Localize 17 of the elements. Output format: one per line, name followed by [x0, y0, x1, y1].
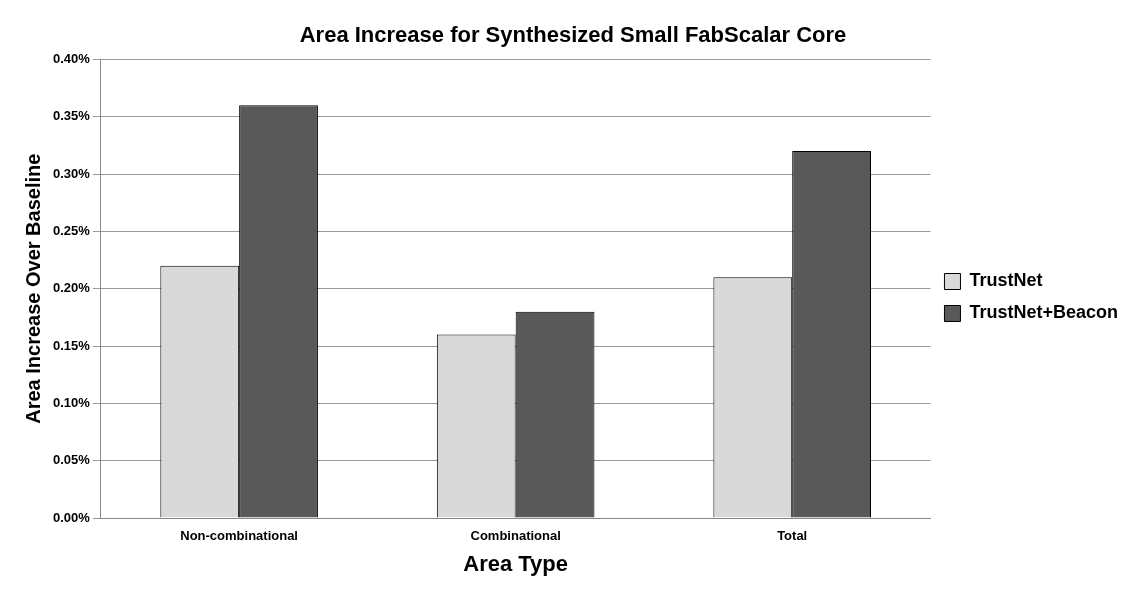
y-tick-label: 0.25% [52, 222, 91, 238]
x-axis-title: Area Type [463, 550, 569, 576]
x-tick-label: Non-combinational [180, 528, 298, 544]
y-axis-title: Area Increase Over Baseline [21, 153, 44, 424]
y-tick-label: 0.10% [52, 394, 91, 410]
legend-label: TrustNet+Beacon [969, 302, 1118, 323]
y-tick-label: 0.40% [52, 50, 91, 66]
y-tick-label: 0.20% [52, 280, 91, 296]
y-tick-label: 0.00% [52, 509, 91, 525]
chart-title: Area Increase for Synthesized Small FabScalar Core [299, 22, 847, 48]
x-tick-label: Combinational [470, 528, 561, 544]
y-tick-label: 0.15% [52, 337, 91, 353]
y-tick-label: 0.30% [52, 165, 91, 181]
legend-label: TrustNet [969, 270, 1043, 291]
y-tick-label: 0.05% [52, 452, 91, 468]
y-tick-label: 0.35% [52, 108, 91, 124]
x-tick-label: Total [777, 528, 808, 544]
